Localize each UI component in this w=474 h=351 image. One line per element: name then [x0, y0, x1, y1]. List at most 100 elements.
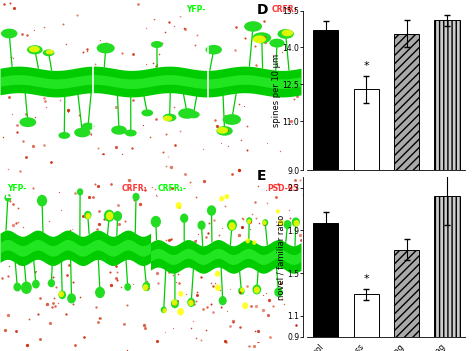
Text: CRFR₁: CRFR₁ [272, 5, 298, 14]
Circle shape [227, 219, 237, 231]
Circle shape [253, 35, 266, 43]
Circle shape [187, 111, 200, 118]
Text: CRFR₁: CRFR₁ [121, 184, 147, 193]
Circle shape [242, 302, 248, 309]
Circle shape [252, 32, 271, 44]
Circle shape [32, 280, 40, 289]
Circle shape [206, 45, 222, 54]
Circle shape [132, 193, 140, 201]
Circle shape [274, 287, 283, 297]
Circle shape [283, 220, 292, 229]
Text: YFP-: YFP- [187, 5, 206, 14]
Bar [93, 18, 208, 156]
Circle shape [19, 117, 36, 127]
Circle shape [253, 285, 261, 294]
Text: YFP-: YFP- [8, 184, 27, 193]
Text: A: A [9, 9, 18, 22]
Circle shape [37, 195, 47, 206]
Circle shape [67, 293, 76, 303]
Circle shape [252, 240, 256, 245]
Circle shape [84, 211, 91, 219]
Circle shape [29, 46, 40, 52]
Circle shape [163, 114, 176, 121]
Circle shape [59, 291, 64, 297]
Circle shape [178, 291, 183, 297]
Circle shape [219, 296, 227, 305]
Circle shape [4, 194, 11, 202]
Circle shape [244, 21, 262, 32]
Circle shape [13, 283, 21, 291]
Circle shape [238, 287, 245, 295]
Bar [354, 89, 379, 170]
Circle shape [58, 132, 70, 139]
Circle shape [97, 43, 115, 53]
Text: B: B [5, 187, 14, 201]
Bar [313, 30, 338, 170]
Bar [435, 20, 460, 170]
Circle shape [143, 284, 148, 291]
Circle shape [177, 308, 184, 316]
Circle shape [77, 188, 83, 196]
Circle shape [46, 49, 54, 54]
Circle shape [141, 110, 153, 116]
Y-axis label: spines per 10 μm: spines per 10 μm [272, 54, 281, 127]
Circle shape [247, 219, 251, 224]
Circle shape [292, 217, 300, 227]
Circle shape [262, 220, 266, 225]
Circle shape [58, 290, 66, 299]
Circle shape [246, 238, 250, 244]
Circle shape [74, 128, 91, 137]
Circle shape [269, 39, 284, 47]
Bar [354, 294, 379, 337]
Circle shape [176, 202, 182, 209]
Circle shape [161, 306, 167, 313]
Circle shape [125, 130, 137, 137]
Circle shape [215, 284, 221, 291]
Circle shape [282, 29, 293, 36]
Circle shape [188, 300, 194, 306]
Circle shape [178, 108, 196, 119]
Circle shape [215, 271, 220, 277]
Text: 3 μm: 3 μm [264, 323, 283, 332]
Circle shape [187, 298, 195, 307]
Y-axis label: novel / familiar ratio: novel / familiar ratio [277, 214, 286, 300]
Circle shape [171, 299, 179, 308]
Circle shape [163, 115, 173, 121]
Circle shape [27, 45, 43, 54]
Circle shape [293, 220, 299, 227]
Circle shape [21, 282, 32, 294]
Circle shape [124, 283, 131, 291]
Circle shape [172, 299, 177, 306]
Circle shape [1, 29, 18, 38]
Circle shape [180, 213, 188, 223]
Circle shape [262, 219, 268, 226]
Circle shape [198, 220, 206, 230]
Circle shape [278, 219, 284, 226]
Circle shape [151, 216, 161, 227]
Circle shape [106, 212, 113, 220]
Text: *: * [363, 61, 369, 71]
Bar [313, 223, 338, 337]
Circle shape [217, 126, 233, 136]
Circle shape [254, 286, 260, 293]
Circle shape [276, 209, 280, 214]
Circle shape [246, 217, 252, 224]
Circle shape [43, 49, 55, 56]
Circle shape [163, 308, 167, 313]
Circle shape [95, 287, 105, 298]
Text: 5 μm: 5 μm [228, 149, 247, 158]
Circle shape [104, 210, 115, 222]
Bar [394, 34, 419, 170]
Text: *: * [363, 274, 369, 284]
Circle shape [85, 213, 91, 219]
Text: CRFR₁-: CRFR₁- [158, 184, 187, 193]
Circle shape [217, 127, 228, 134]
Circle shape [207, 205, 216, 216]
Circle shape [240, 287, 245, 293]
Circle shape [113, 211, 122, 221]
Circle shape [142, 282, 151, 291]
Circle shape [151, 41, 163, 48]
Circle shape [228, 222, 236, 230]
Circle shape [111, 126, 127, 135]
Text: D: D [257, 2, 268, 16]
